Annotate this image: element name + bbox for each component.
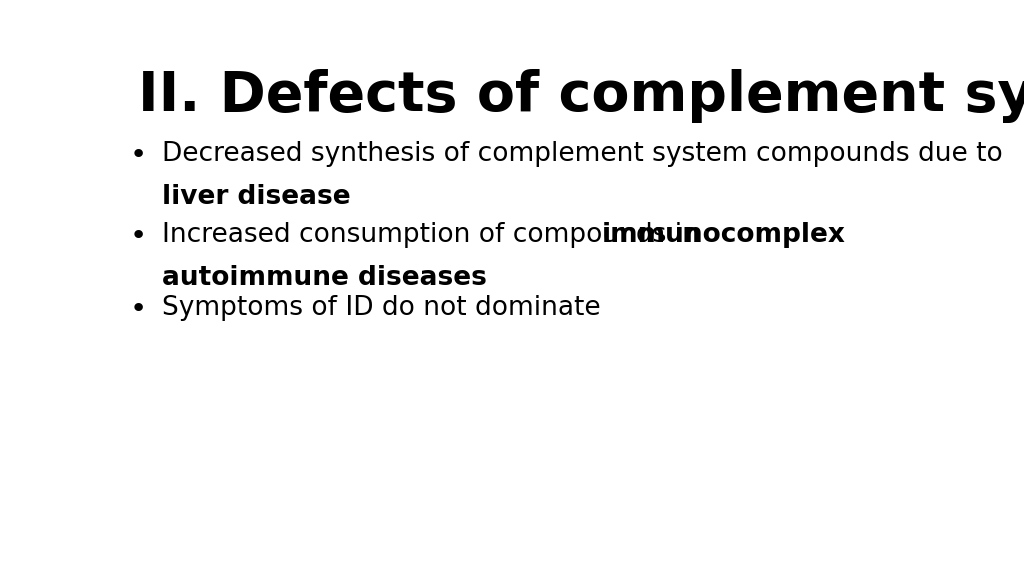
Text: II. Defects of complement system: II. Defects of complement system	[138, 69, 1024, 123]
Text: Symptoms of ID do not dominate: Symptoms of ID do not dominate	[162, 295, 600, 321]
Text: immunocomplex: immunocomplex	[601, 222, 846, 248]
Text: liver disease: liver disease	[162, 184, 350, 210]
Text: •: •	[130, 222, 147, 250]
Text: •: •	[130, 141, 147, 169]
Text: Decreased synthesis of complement system compounds due to: Decreased synthesis of complement system…	[162, 141, 1002, 167]
Text: autoimmune diseases: autoimmune diseases	[162, 265, 486, 291]
Text: •: •	[130, 295, 147, 323]
Text: Increased consumption of compounds in: Increased consumption of compounds in	[162, 222, 707, 248]
